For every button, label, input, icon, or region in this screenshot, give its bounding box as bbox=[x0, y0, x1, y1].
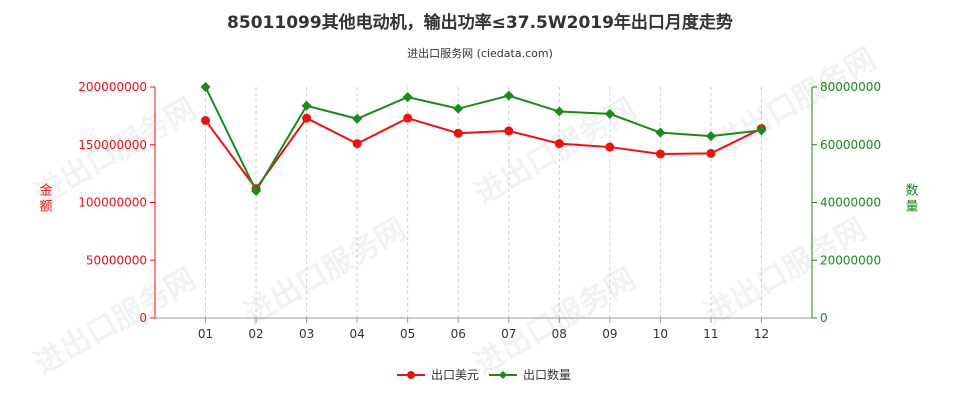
x-tick-label: 07 bbox=[501, 327, 516, 341]
data-point[interactable] bbox=[453, 103, 464, 114]
data-point[interactable] bbox=[200, 82, 211, 92]
chart-title: 85011099其他电动机，输出功率≤37.5W2019年出口月度走势 bbox=[227, 13, 733, 33]
y-left-tick-label: 50000000 bbox=[86, 253, 147, 267]
data-point[interactable] bbox=[655, 127, 666, 138]
data-point[interactable] bbox=[302, 113, 312, 123]
data-point[interactable] bbox=[756, 125, 767, 136]
y-right-axis-title: 数量 bbox=[905, 184, 918, 215]
x-tick-label: 01 bbox=[198, 327, 213, 341]
watermark-text: 进出口服务网 bbox=[29, 92, 202, 212]
data-point[interactable] bbox=[402, 92, 413, 103]
watermark-text: 进出口服务网 bbox=[469, 262, 642, 382]
legend-label[interactable]: 出口数量 bbox=[523, 367, 571, 382]
data-point[interactable] bbox=[352, 139, 362, 149]
data-point[interactable] bbox=[352, 113, 363, 124]
y-left-tick-label: 100000000 bbox=[78, 196, 147, 210]
y-right-tick-label: 80000000 bbox=[820, 80, 881, 94]
legend-marker bbox=[407, 371, 415, 379]
series-layer bbox=[200, 82, 767, 196]
y-left-axis-title: 金额 bbox=[39, 183, 52, 215]
series-line-2 bbox=[204, 86, 762, 194]
x-tick-label: 03 bbox=[299, 327, 314, 341]
y-left-tick-label: 150000000 bbox=[78, 138, 147, 152]
data-point[interactable] bbox=[655, 149, 665, 159]
data-point[interactable] bbox=[503, 90, 514, 101]
x-tick-label: 05 bbox=[400, 327, 415, 341]
watermark-text: 进出口服务网 bbox=[699, 212, 872, 332]
legend: 出口美元 出口数量 bbox=[397, 367, 571, 382]
data-point[interactable] bbox=[554, 106, 565, 117]
data-point[interactable] bbox=[504, 126, 514, 136]
data-point[interactable] bbox=[301, 100, 312, 111]
y-right-tick-label: 0 bbox=[820, 311, 828, 325]
y-right-tick-label: 40000000 bbox=[820, 196, 881, 210]
legend-label[interactable]: 出口美元 bbox=[431, 368, 479, 382]
watermark-text: 进出口服务网 bbox=[29, 262, 202, 382]
y-right-tick-label: 20000000 bbox=[820, 253, 881, 267]
grid-lines bbox=[205, 87, 762, 318]
x-tick-label: 04 bbox=[350, 327, 365, 341]
data-point[interactable] bbox=[705, 131, 716, 142]
data-point[interactable] bbox=[604, 108, 615, 119]
x-tick-label: 10 bbox=[653, 327, 668, 341]
x-tick-label: 09 bbox=[602, 327, 617, 341]
y-left-tick-label: 200000000 bbox=[78, 80, 147, 94]
chart-subtitle: 进出口服务网 (ciedata.com) bbox=[407, 47, 553, 60]
data-point[interactable] bbox=[201, 115, 211, 125]
data-point[interactable] bbox=[605, 142, 615, 152]
y-right-tick-label: 60000000 bbox=[820, 138, 881, 152]
x-tick-label: 02 bbox=[248, 327, 263, 341]
x-tick-label: 06 bbox=[451, 327, 466, 341]
data-point[interactable] bbox=[251, 185, 262, 196]
series-line-1 bbox=[204, 116, 762, 191]
watermark-text: 进出口服务网 bbox=[239, 212, 412, 332]
legend-marker bbox=[499, 371, 507, 379]
data-point[interactable] bbox=[453, 128, 463, 138]
x-tick-label: 12 bbox=[754, 327, 769, 341]
data-point[interactable] bbox=[403, 113, 413, 123]
data-point[interactable] bbox=[554, 139, 564, 149]
x-tick-label: 11 bbox=[703, 327, 718, 341]
y-left-tick-label: 0 bbox=[139, 311, 147, 325]
axes: 01 02 03 04 05 06 07 08 09 10 11 12 0 50000000 1000000… bbox=[39, 80, 918, 341]
data-point[interactable] bbox=[706, 148, 716, 158]
x-tick-label: 08 bbox=[552, 327, 567, 341]
